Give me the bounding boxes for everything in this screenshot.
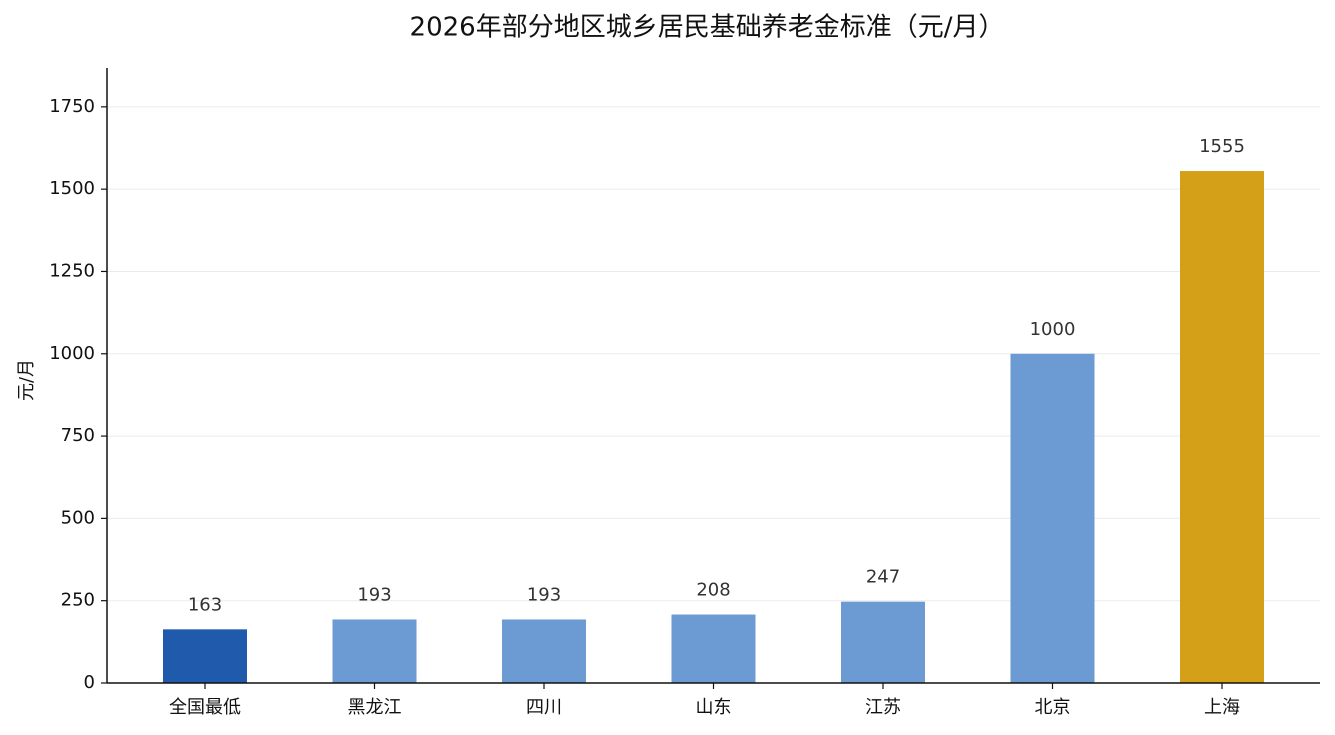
- bar: [1180, 171, 1264, 684]
- y-tick-label: 1750: [49, 96, 95, 117]
- x-tick-label: 四川: [526, 697, 562, 718]
- value-label: 247: [866, 567, 900, 588]
- y-tick-label: 250: [61, 590, 95, 611]
- value-label: 163: [188, 594, 222, 615]
- x-tick-label: 全国最低: [169, 697, 241, 718]
- x-tick-label: 江苏: [865, 697, 901, 718]
- y-tick-label: 1500: [49, 178, 95, 199]
- y-tick-label: 0: [84, 672, 95, 693]
- x-tick-label: 黑龙江: [348, 697, 402, 718]
- bar: [671, 614, 756, 683]
- value-label: 1000: [1030, 319, 1076, 340]
- y-tick-label: 500: [61, 507, 95, 528]
- bar: [502, 619, 586, 683]
- value-label: 208: [696, 580, 730, 601]
- chart-title: 2026年部分地区城乡居民基础养老金标准（元/月）: [410, 13, 1005, 43]
- bar: [332, 619, 417, 683]
- bar: [1010, 353, 1095, 683]
- y-tick-label: 750: [61, 425, 95, 446]
- x-tick-label: 上海: [1204, 697, 1240, 718]
- value-label: 1555: [1199, 136, 1245, 157]
- bar: [841, 601, 925, 683]
- value-label: 193: [527, 584, 561, 605]
- y-tick-label: 1250: [49, 260, 95, 281]
- x-tick-label: 山东: [696, 697, 732, 718]
- x-tick-label: 北京: [1035, 697, 1071, 718]
- bar: [163, 629, 247, 683]
- y-axis-label: 元/月: [16, 359, 37, 401]
- value-label: 193: [357, 584, 391, 605]
- y-tick-label: 1000: [49, 343, 95, 364]
